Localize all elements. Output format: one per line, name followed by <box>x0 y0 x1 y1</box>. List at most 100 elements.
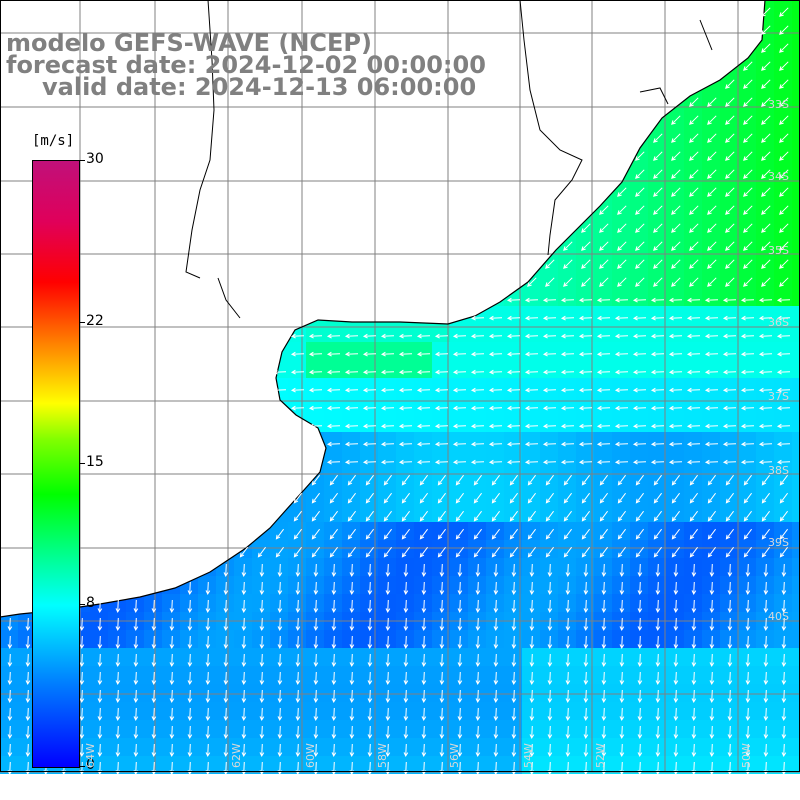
speed-cell <box>252 738 270 756</box>
colorbar-tick-label: 22 <box>86 312 104 329</box>
speed-cell <box>522 720 540 738</box>
wind-arrow <box>151 617 157 632</box>
speed-cell <box>234 666 252 684</box>
speed-cell <box>648 594 666 612</box>
wind-arrow <box>671 259 681 269</box>
latitude-label: 38S <box>768 464 789 477</box>
wind-arrow <box>776 405 791 411</box>
speed-cell <box>18 702 36 720</box>
speed-cell <box>720 540 738 558</box>
wind-arrow <box>115 689 121 704</box>
speed-cell <box>774 666 792 684</box>
wind-arrow <box>475 725 481 740</box>
speed-cell <box>594 342 612 360</box>
speed-cell <box>630 720 648 738</box>
speed-cell <box>774 720 792 738</box>
speed-cell <box>648 702 666 720</box>
speed-cell <box>738 252 756 270</box>
speed-cell <box>648 414 666 432</box>
speed-cell <box>576 684 594 702</box>
speed-cell <box>666 108 684 126</box>
wind-arrow <box>727 689 733 704</box>
wind-arrow <box>362 423 377 429</box>
speed-cell <box>252 648 270 666</box>
wind-arrow <box>277 563 283 578</box>
speed-cell <box>612 504 630 522</box>
wind-arrow <box>488 351 503 357</box>
latitude-label: 37S <box>768 390 789 403</box>
speed-cell <box>792 594 800 612</box>
speed-cell <box>342 738 360 756</box>
speed-cell <box>792 432 800 450</box>
speed-cell <box>774 36 792 54</box>
wind-arrow <box>671 133 681 143</box>
wind-arrow <box>727 635 733 650</box>
speed-cell <box>342 360 360 378</box>
speed-cell <box>630 756 648 774</box>
wind-arrow <box>763 653 769 668</box>
wind-arrow <box>689 151 699 161</box>
speed-cell <box>774 468 792 486</box>
wind-arrow <box>704 459 719 465</box>
wind-arrow <box>362 369 377 375</box>
wind-arrow <box>439 581 445 596</box>
wind-arrow <box>725 474 734 486</box>
wind-arrow <box>776 387 791 393</box>
speed-cell <box>306 756 324 774</box>
speed-cell <box>432 396 450 414</box>
wind-arrow <box>725 115 735 125</box>
wind-arrow <box>781 653 787 668</box>
wind-arrow <box>691 563 697 578</box>
wind-arrow <box>671 546 680 558</box>
speed-cell <box>468 396 486 414</box>
colorbar-tick-mark <box>79 321 85 323</box>
speed-cell <box>738 450 756 468</box>
speed-cell <box>720 630 738 648</box>
speed-cell <box>234 738 252 756</box>
wind-arrow <box>560 297 575 303</box>
speed-cell <box>774 306 792 324</box>
wind-arrow <box>241 563 247 578</box>
wind-arrow <box>326 369 341 375</box>
wind-arrow <box>779 241 789 251</box>
wind-arrow <box>673 653 679 668</box>
speed-cell <box>576 360 594 378</box>
wind-arrow <box>403 617 409 632</box>
wind-arrow <box>349 563 355 578</box>
wind-arrow <box>725 205 735 215</box>
wind-arrow <box>691 599 697 614</box>
speed-cell <box>720 522 738 540</box>
wind-arrow <box>331 635 337 650</box>
speed-cell <box>612 540 630 558</box>
speed-cell <box>702 648 720 666</box>
wind-arrow <box>290 387 305 393</box>
speed-cell <box>270 684 288 702</box>
wind-arrow <box>704 351 719 357</box>
wind-arrow <box>524 405 539 411</box>
wind-arrow <box>655 653 661 668</box>
speed-cell <box>738 522 756 540</box>
speed-cell <box>540 288 558 306</box>
speed-cell <box>666 270 684 288</box>
speed-cell <box>18 666 36 684</box>
speed-cell <box>612 252 630 270</box>
wind-arrow <box>599 510 608 522</box>
wind-arrow <box>581 492 590 504</box>
speed-cell <box>648 756 666 774</box>
wind-arrow <box>509 546 518 558</box>
speed-cell <box>450 396 468 414</box>
speed-cell <box>756 198 774 216</box>
speed-cell <box>594 666 612 684</box>
wind-arrow <box>565 707 571 722</box>
wind-arrow <box>758 297 773 303</box>
wind-arrow <box>673 671 679 686</box>
speed-cell <box>684 450 702 468</box>
wind-arrow <box>601 653 607 668</box>
speed-cell <box>324 666 342 684</box>
wind-arrow <box>385 743 391 758</box>
speed-cell <box>558 540 576 558</box>
speed-cell <box>576 432 594 450</box>
wind-arrow <box>475 689 481 704</box>
wind-arrow <box>259 599 265 614</box>
speed-cell <box>306 630 324 648</box>
